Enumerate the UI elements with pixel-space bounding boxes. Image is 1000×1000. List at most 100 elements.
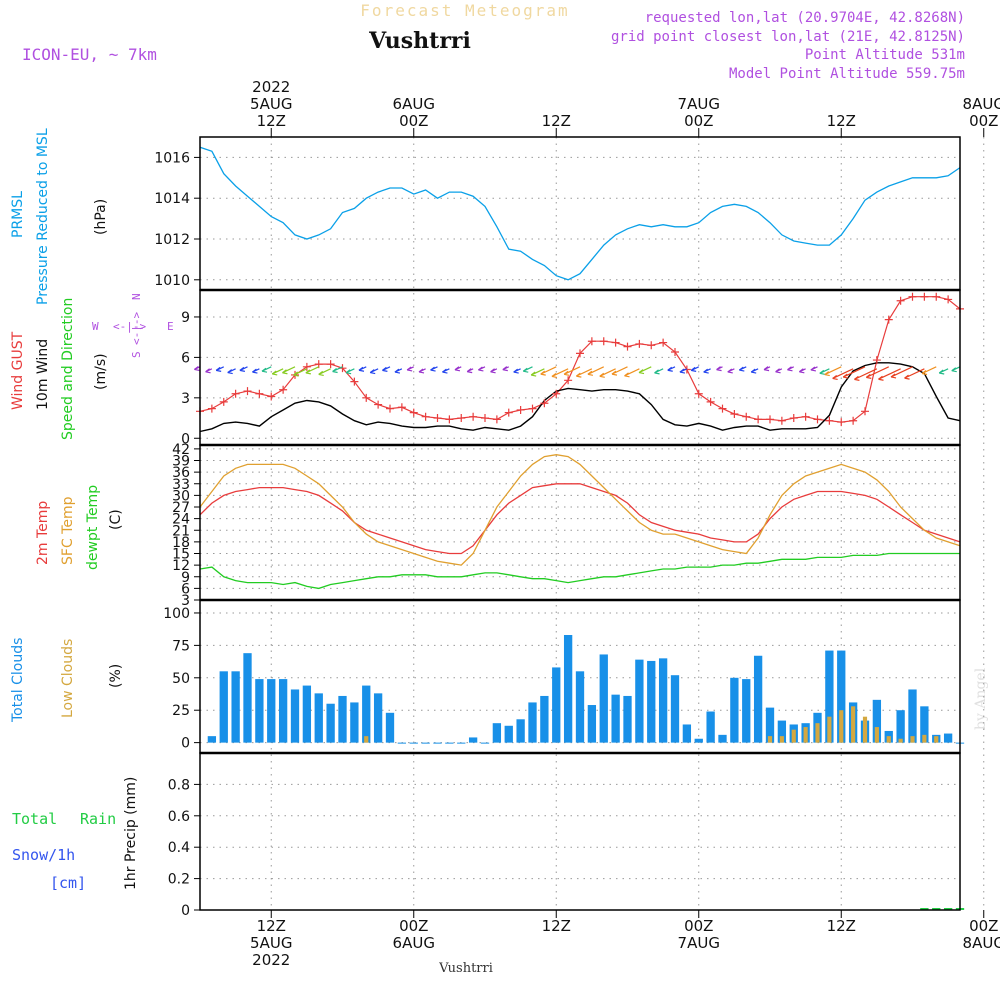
total-cloud-bar-58 — [896, 710, 905, 743]
pressure-label-msl: Pressure Reduced to MSL — [35, 128, 51, 305]
temperature-ytick-label-13: 42 — [172, 442, 190, 458]
total-cloud-bar-5 — [267, 679, 276, 743]
low-cloud-bar-56 — [874, 727, 879, 743]
wind-arrowhead-55 — [832, 374, 838, 381]
wind-arrowhead-19 — [418, 368, 425, 374]
gust-marker-33 — [587, 337, 596, 346]
pressure-label-prmsl: PRMSL — [10, 191, 26, 238]
wind-arrowhead-12 — [332, 368, 338, 374]
plot-layer — [194, 146, 965, 910]
gust-line — [199, 296, 961, 423]
wind-arrow-56 — [842, 366, 866, 378]
top-time-label-4-0: 12Z — [827, 112, 856, 130]
precip-frame — [199, 752, 961, 911]
clouds-ytick-label-3: 75 — [172, 638, 190, 654]
total-cloud-bar-34 — [611, 694, 620, 743]
total-cloud-bar-30 — [563, 635, 573, 743]
low-cloud-bar-52 — [827, 716, 832, 743]
compass-ns-arrow: <-|-> — [130, 312, 143, 345]
total-cloud-bar-60 — [920, 706, 929, 743]
total-cloud-bar-15 — [385, 712, 395, 743]
clouds-ytick-label-2: 50 — [172, 671, 190, 687]
gust-marker-36 — [623, 342, 632, 351]
wind-arrowhead-53 — [819, 369, 825, 375]
temperature-labels: 2m Temp SFC Temp dewpt Temp (C) — [35, 485, 124, 570]
location-title: Vushtrri — [368, 28, 471, 54]
bottom-time-label-3-0: 00Z — [684, 917, 713, 935]
total-cloud-bar-37 — [647, 660, 656, 743]
total-cloud-bar-46 — [753, 655, 763, 743]
temperature-ytick-label-5: 18 — [172, 535, 190, 551]
wind-arrow-31 — [551, 368, 569, 377]
wind-arrow-55 — [832, 368, 854, 379]
total-cloud-bar-43 — [718, 734, 727, 743]
compass-n: N — [130, 293, 143, 300]
wind-arrowhead-31 — [551, 372, 558, 379]
gust-marker-53 — [825, 416, 834, 425]
top-time-label-2-0: 12Z — [542, 112, 571, 130]
precip-ytick-label-1: 0.2 — [168, 872, 190, 888]
total-cloud-bar-53 — [837, 650, 846, 743]
total-cloud-bar-33 — [599, 654, 608, 743]
gust-marker-24 — [481, 414, 489, 423]
wind-arrowhead-37 — [624, 372, 630, 378]
total-cloud-bar-56 — [872, 699, 882, 743]
wind-arrowhead-60 — [890, 373, 897, 379]
wind-arrowhead-38 — [638, 369, 645, 375]
ghost-title: Forecast Meteogram — [360, 1, 569, 20]
gust-marker-47 — [754, 415, 763, 424]
gust-marker-40 — [671, 348, 679, 356]
low-cloud-bar-61 — [934, 736, 939, 743]
total-cloud-bar-36 — [635, 659, 644, 743]
wind-arrowhead-21 — [442, 368, 448, 374]
temperature-ytick-label-7: 24 — [172, 512, 190, 528]
axis-layer: 1010101210141016036936912151821242730333… — [154, 78, 1000, 969]
gust-marker-16 — [386, 404, 394, 413]
wind-ytick-label-1: 3 — [181, 391, 190, 407]
gust-marker-32 — [576, 349, 584, 358]
pressure-frame — [199, 136, 961, 291]
top-time-label-5-0: 8AUG — [963, 95, 1000, 113]
gust-marker-26 — [504, 408, 513, 417]
wind-ytick-label-0: 0 — [181, 431, 190, 447]
gust-marker-57 — [872, 356, 881, 365]
wind-arrowhead-42 — [690, 366, 697, 372]
wind-arrowhead-45 — [727, 368, 733, 374]
wind-arrowhead-35 — [599, 372, 605, 378]
total-cloud-bar-28 — [540, 695, 549, 743]
low-cloud-bar-47 — [767, 736, 773, 743]
point-altitude: Point Altitude 531m — [805, 47, 965, 63]
clouds-ytick-label-0: 0 — [181, 736, 190, 752]
total-cloud-bar-35 — [623, 695, 632, 743]
temperature-ytick-label-9: 30 — [172, 488, 190, 504]
total-cloud-bar-47 — [765, 707, 775, 743]
total-cloud-bar-13 — [362, 685, 371, 743]
gust-marker-22 — [457, 414, 466, 423]
total-cloud-bar-24 — [492, 723, 502, 743]
gust-marker-14 — [362, 393, 371, 402]
temp-line-1 — [199, 454, 961, 566]
gust-marker-63 — [944, 295, 953, 304]
total-cloud-bar-62 — [943, 733, 953, 743]
snow-label: Snow/1h — [12, 846, 75, 864]
bottom-time-label-3-1: 7AUG — [678, 934, 720, 952]
gust-marker-25 — [492, 415, 501, 424]
bottom-time-label-0-0: 12Z — [257, 917, 286, 935]
compass-e: E — [167, 320, 174, 333]
low-clouds-label: Low Clouds — [60, 639, 76, 718]
wind-arrowhead-30 — [540, 370, 546, 376]
gust-marker-46 — [742, 412, 751, 421]
wind-arrowhead-10 — [305, 369, 311, 375]
total-cloud-bar-7 — [290, 689, 300, 743]
total-cloud-bar-6 — [278, 679, 288, 743]
total-cloud-bar-44 — [730, 677, 739, 743]
wind-arrowhead-59 — [878, 375, 884, 381]
total-cloud-bar-41 — [694, 738, 703, 743]
temperature-ytick-label-10: 33 — [172, 477, 190, 493]
compass-icon: W <-|-> E N <-|-> S — [92, 293, 174, 358]
gust-marker-23 — [469, 412, 478, 421]
wind-arrowhead-6 — [261, 367, 268, 373]
wind-arrowhead-18 — [406, 366, 413, 372]
precip-ytick-label-2: 0.4 — [168, 840, 190, 856]
wind-labels: Wind GUST 10m Wind Speed and Direction (… — [10, 293, 174, 440]
